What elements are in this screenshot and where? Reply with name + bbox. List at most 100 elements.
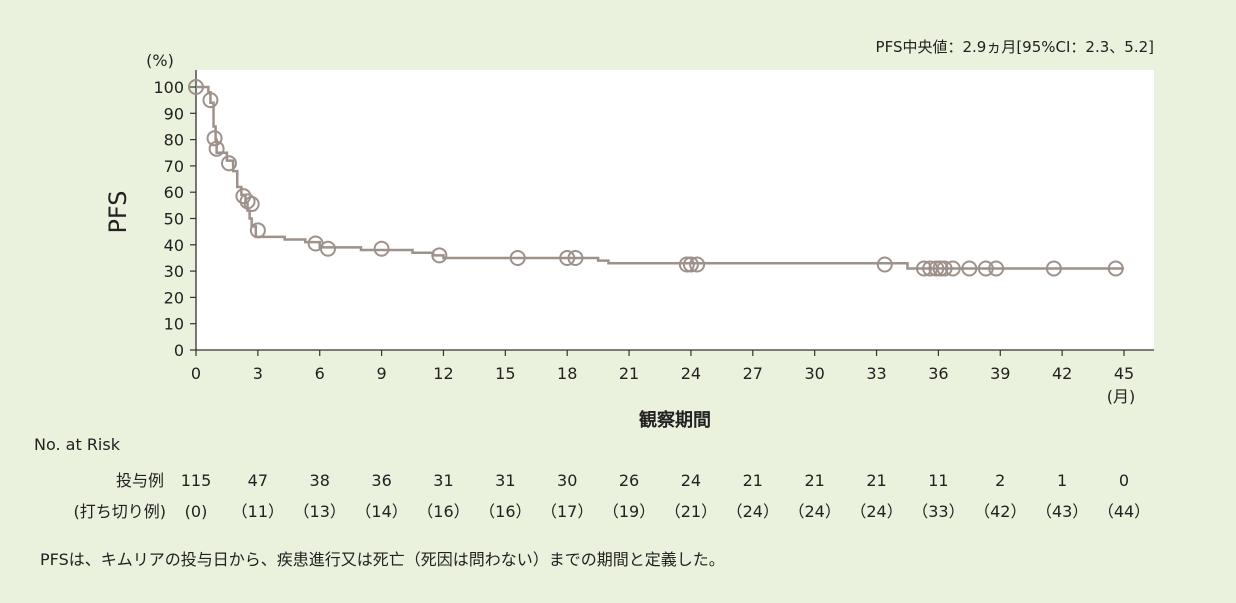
risk-censored-count: （24） <box>788 502 840 521</box>
y-axis-label: PFS <box>104 190 132 233</box>
x-axis-label: 観察期間 <box>639 409 711 431</box>
y-tick-label: 10 <box>164 315 184 334</box>
risk-count: 2 <box>995 471 1005 490</box>
censor-mark <box>678 256 695 273</box>
x-unit-label: (月) <box>1107 387 1136 406</box>
censor-mark <box>206 130 223 147</box>
censor-mark <box>682 256 699 273</box>
censor-mark <box>1107 260 1124 277</box>
y-tick-label: 50 <box>164 210 184 229</box>
x-tick-label: 42 <box>1052 364 1072 383</box>
risk-count: 0 <box>1119 471 1129 490</box>
km-plot: 0 3 6 9 12 15 18 21 24 27 30 33 36 39 42 45010203040506… <box>34 38 1154 521</box>
risk-censored-count: （42） <box>974 502 1026 521</box>
risk-censored-count: (0) <box>185 502 208 521</box>
censor-mark <box>319 240 336 257</box>
censor-mark <box>932 260 949 277</box>
risk-values: 115 (0) 47 （11） 38 （13） 36 （14） 31 （16） 31 （16） 30 （1… <box>181 471 1150 521</box>
censor-mark <box>509 249 526 266</box>
censor-mark <box>567 249 584 266</box>
x-tick-label: 15 <box>495 364 515 383</box>
y-tick-label: 90 <box>164 104 184 123</box>
risk-censored-count: （24） <box>850 502 902 521</box>
footnote: PFSは、キムリアの投与日から、疾患進行又は死亡（死因は問わない）までの期間と定… <box>40 550 725 569</box>
risk-row-label-censored: (打ち切り例) <box>74 502 167 521</box>
risk-count: 24 <box>681 471 701 490</box>
censor-mark <box>961 260 978 277</box>
median-annotation: PFS中央値：2.9ヵ月[95%CI：2.3、5.2] <box>876 38 1154 56</box>
censor-mark <box>689 256 706 273</box>
y-unit-label: (%) <box>146 51 174 70</box>
y-tick-label: 30 <box>164 262 184 281</box>
censor-mark <box>202 92 219 109</box>
risk-censored-count: （33） <box>912 502 964 521</box>
axes: 0 3 6 9 12 15 18 21 24 27 30 33 36 39 42 45010203040506… <box>153 70 1154 383</box>
censor-mark <box>988 260 1005 277</box>
x-tick-label: 6 <box>315 364 325 383</box>
risk-count: 36 <box>371 471 391 490</box>
censor-marks <box>188 79 1124 277</box>
censor-mark <box>915 260 932 277</box>
risk-count: 31 <box>495 471 515 490</box>
x-tick-label: 27 <box>743 364 763 383</box>
censor-mark <box>243 196 260 213</box>
y-tick-label: 0 <box>174 341 184 360</box>
risk-censored-count: （14） <box>355 502 407 521</box>
risk-table-title: No. at Risk <box>34 435 121 454</box>
x-tick-label: 33 <box>866 364 886 383</box>
censor-mark <box>928 260 945 277</box>
y-tick-label: 80 <box>164 131 184 150</box>
risk-censored-count: （11） <box>232 502 284 521</box>
risk-count: 21 <box>743 471 763 490</box>
risk-count: 38 <box>310 471 330 490</box>
censor-mark <box>249 222 266 239</box>
censor-mark <box>944 260 961 277</box>
x-tick-label: 36 <box>928 364 948 383</box>
risk-censored-count: （19） <box>603 502 655 521</box>
risk-count: 47 <box>248 471 268 490</box>
risk-censored-count: （24） <box>727 502 779 521</box>
censor-mark <box>220 155 237 172</box>
x-tick-label: 0 <box>191 364 201 383</box>
censor-mark <box>208 140 225 157</box>
x-tick-label: 12 <box>433 364 453 383</box>
risk-count: 31 <box>433 471 453 490</box>
risk-count: 11 <box>928 471 948 490</box>
y-tick-label: 60 <box>164 183 184 202</box>
risk-count: 21 <box>804 471 824 490</box>
x-tick-label: 45 <box>1114 364 1134 383</box>
censor-mark <box>188 79 204 95</box>
x-tick-label: 21 <box>619 364 639 383</box>
y-tick-label: 70 <box>164 157 184 176</box>
risk-count: 1 <box>1057 471 1067 490</box>
x-tick-label: 24 <box>681 364 701 383</box>
censor-mark <box>876 256 893 273</box>
censor-mark <box>977 260 994 277</box>
risk-censored-count: （13） <box>294 502 346 521</box>
censor-mark <box>559 249 576 266</box>
survival-curve <box>196 85 1124 270</box>
x-tick-label: 30 <box>804 364 824 383</box>
risk-censored-count: （16） <box>417 502 469 521</box>
risk-censored-count: （17） <box>541 502 593 521</box>
km-curve <box>196 85 1124 270</box>
risk-censored-count: （44） <box>1098 502 1150 521</box>
x-tick-label: 18 <box>557 364 577 383</box>
risk-count: 30 <box>557 471 577 490</box>
censor-mark <box>431 247 448 264</box>
risk-count: 21 <box>866 471 886 490</box>
x-tick-label: 39 <box>990 364 1010 383</box>
risk-censored-count: （43） <box>1036 502 1088 521</box>
x-tick-label: 3 <box>253 364 263 383</box>
y-tick-label: 100 <box>153 78 184 97</box>
risk-censored-count: （21） <box>665 502 717 521</box>
y-tick-label: 20 <box>164 288 184 307</box>
risk-row-label-treated: 投与例 <box>116 471 164 490</box>
risk-count: 115 <box>181 471 212 490</box>
y-tick-label: 40 <box>164 236 184 255</box>
risk-censored-count: （16） <box>479 502 531 521</box>
censor-mark <box>936 260 953 277</box>
censor-mark <box>373 240 390 257</box>
plot-area <box>196 70 1154 350</box>
